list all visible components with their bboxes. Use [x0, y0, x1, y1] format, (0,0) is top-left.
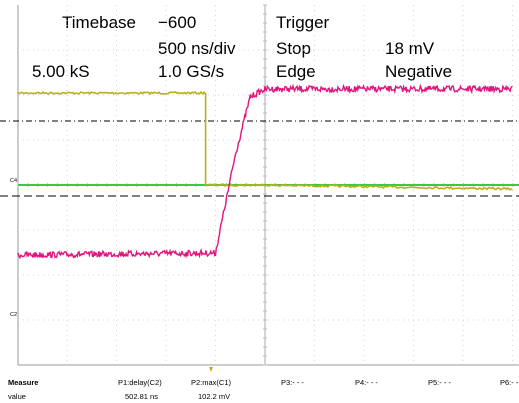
- param-2-value: 102.2 mV: [198, 392, 231, 401]
- param-5-name[interactable]: P5:- - -: [428, 378, 451, 387]
- trigger-slope: Negative: [385, 62, 453, 81]
- measure-row-label: value: [8, 392, 26, 401]
- c2-waveform: [16, 83, 513, 260]
- c2-channel-label: C2: [10, 312, 17, 318]
- param-3-name[interactable]: P3:- - -: [281, 378, 304, 387]
- c4-channel-label: C4: [10, 178, 17, 184]
- sample-count: 5.00 kS: [32, 62, 90, 81]
- timebase-per-div: 500 ns/div: [158, 39, 236, 58]
- trigger-position-marker[interactable]: [209, 367, 213, 372]
- param-6-name[interactable]: P6:- -: [500, 378, 519, 387]
- param-2-name[interactable]: P2:max(C1): [191, 378, 232, 387]
- timebase-label: Timebase: [62, 13, 137, 32]
- timebase-value: −600: [158, 13, 197, 32]
- sample-rate: 1.0 GS/s: [158, 62, 225, 81]
- trigger-type: Edge: [276, 62, 316, 81]
- c1-waveform: [16, 90, 513, 191]
- measure-title: Measure: [8, 378, 39, 387]
- param-4-name[interactable]: P4:- - -: [355, 378, 378, 387]
- trigger-label: Trigger: [276, 13, 330, 32]
- trigger-level: 18 mV: [385, 39, 435, 58]
- param-1-value: 502.81 ns: [125, 392, 158, 401]
- trigger-mode: Stop: [276, 39, 311, 58]
- param-1-name[interactable]: P1:delay(C2): [118, 378, 162, 387]
